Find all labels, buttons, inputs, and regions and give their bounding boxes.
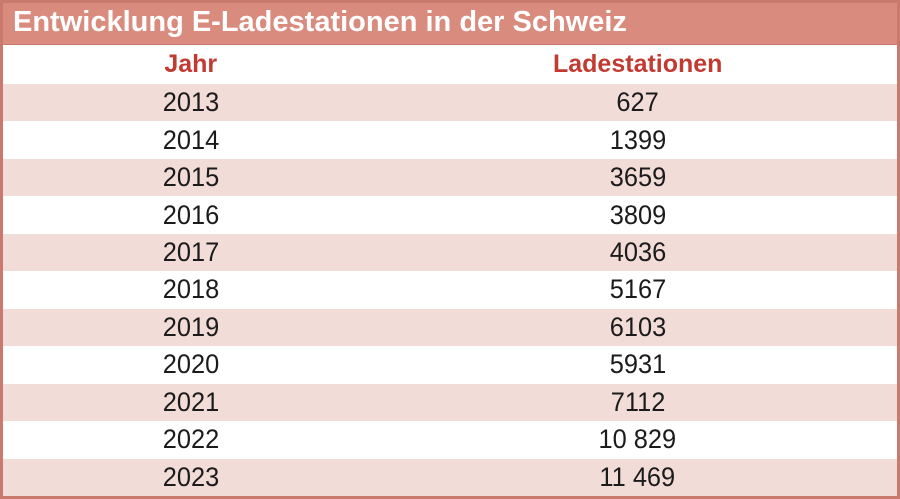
ladestationen-cell: 5167 — [609, 274, 666, 305]
table-row: 2015 3659 — [3, 158, 897, 197]
table-row: 2017 4036 — [3, 233, 897, 272]
ladestationen-cell: 3809 — [609, 199, 666, 230]
year-cell: 2018 — [162, 274, 219, 305]
year-cell: 2016 — [162, 199, 219, 230]
table-row: 2014 1399 — [3, 121, 897, 159]
table-header-row: Jahr Ladestationen — [3, 45, 897, 84]
table-body: 2013 627 2014 1399 2015 3659 2016 3809 2017 4036 2… — [3, 84, 897, 496]
page-title: Entwicklung E-Ladestationen in der Schwe… — [13, 6, 627, 38]
year-cell: 2020 — [162, 349, 219, 380]
year-cell: 2013 — [162, 87, 219, 118]
ladestationen-cell: 627 — [616, 87, 659, 118]
title-bar: Entwicklung E-Ladestationen in der Schwe… — [3, 3, 897, 45]
ladestationen-cell: 5931 — [609, 349, 666, 380]
table-row: 2023 11 469 — [3, 458, 897, 496]
table-row: 2019 6103 — [3, 308, 897, 347]
table-row: 2013 627 — [3, 84, 897, 122]
ladestationen-cell: 6103 — [609, 311, 666, 342]
year-cell: 2015 — [162, 162, 219, 193]
ladestationen-cell: 4036 — [609, 237, 666, 268]
year-cell: 2019 — [162, 311, 219, 342]
ladestationen-cell: 11 469 — [599, 461, 676, 492]
ladestationen-cell: 7112 — [610, 386, 666, 417]
year-cell: 2017 — [162, 237, 219, 268]
year-cell: 2021 — [162, 386, 219, 417]
table-row: 2022 10 829 — [3, 421, 897, 459]
column-header-ladestationen: Ladestationen — [552, 50, 723, 78]
year-cell: 2022 — [162, 424, 219, 455]
table-row: 2018 5167 — [3, 271, 897, 309]
ladestationen-cell: 1399 — [609, 124, 666, 155]
year-cell: 2023 — [162, 461, 219, 492]
year-cell: 2014 — [162, 124, 219, 155]
table-row: 2016 3809 — [3, 196, 897, 234]
ladestationen-cell: 3659 — [609, 162, 666, 193]
table-row: 2021 7112 — [3, 383, 897, 422]
column-header-jahr: Jahr — [164, 50, 218, 78]
ladestationen-cell: 10 829 — [598, 424, 677, 455]
table-row: 2020 5931 — [3, 346, 897, 384]
